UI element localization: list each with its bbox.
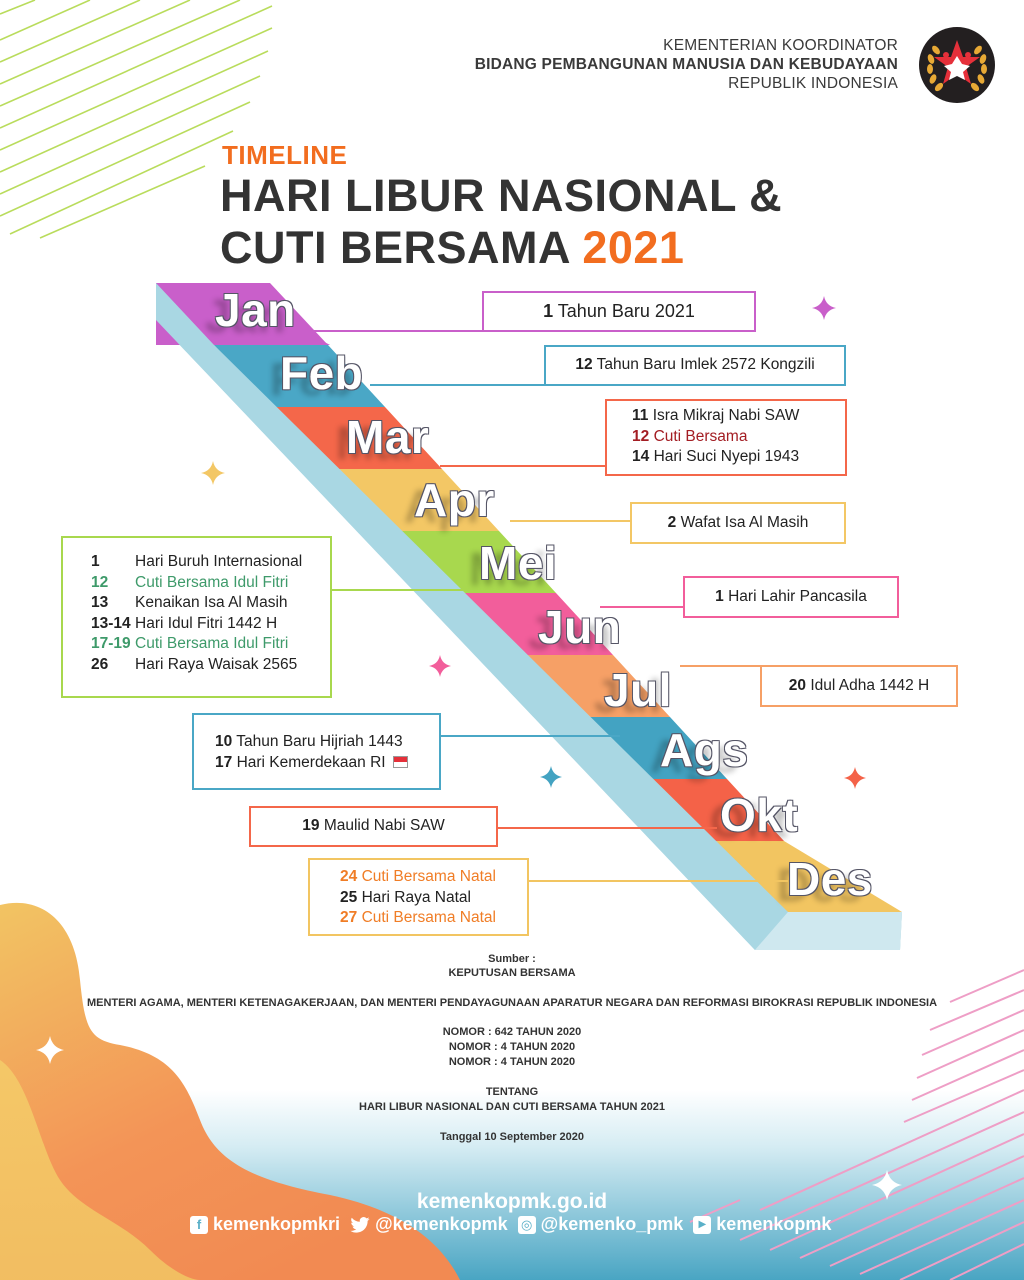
events-ags: 10 Tahun Baru Hijriah 1443 17 Hari Kemer… xyxy=(192,713,441,790)
ministry-emblem-icon xyxy=(919,27,995,103)
connector-mar xyxy=(440,465,606,467)
event-item: 20 Idul Adha 1442 H xyxy=(788,676,930,694)
source-line-1: KEPUTUSAN BERSAMA xyxy=(448,967,576,979)
event-item-cuti: 27 Cuti Bersama Natal xyxy=(340,909,496,926)
ministry-name: KEMENTERIAN KOORDINATOR BIDANG PEMBANGUN… xyxy=(475,36,898,93)
events-des: 24 Cuti Bersama Natal 25 Hari Raya Natal… xyxy=(308,858,529,936)
connector-feb xyxy=(370,384,546,386)
month-label-ags: Ags xyxy=(660,724,749,776)
event-item: 1 Hari Lahir Pancasila xyxy=(715,587,867,605)
sparkle-icon xyxy=(812,296,836,320)
event-item: 25 Hari Raya Natal xyxy=(340,888,471,906)
event-item-cuti: 12 Cuti Bersama xyxy=(632,427,748,445)
event-item: 26 Hari Raya Waisak 2565 xyxy=(91,655,298,673)
source-line-2: MENTERI AGAMA, MENTERI KETENAGAKERJAAN, … xyxy=(86,997,938,1009)
page-title: HARI LIBUR NASIONAL & CUTI BERSAMA 2021 xyxy=(220,170,782,274)
event-item: 13-14 Hari Idul Fitri 1442 H xyxy=(91,614,278,632)
title-kicker: TIMELINE xyxy=(222,140,348,170)
connector-jul xyxy=(680,665,762,667)
month-label-okt: Okt xyxy=(720,789,799,841)
event-item-cuti: 12 Cuti Bersama Idul Fitri xyxy=(91,573,289,591)
event-item: 2 Wafat Isa Al Masih xyxy=(667,513,809,531)
social-links: f kemenkopmkri @kemenkopmk ◎ @kemenko_pm… xyxy=(190,1214,835,1235)
event-item-cuti: 17-19 Cuti Bersama Idul Fitri xyxy=(91,635,289,652)
event-item: 17 Hari Kemerdekaan RI xyxy=(215,753,439,774)
ministry-line-3: REPUBLIK INDONESIA xyxy=(728,75,898,92)
month-label-des: Des xyxy=(787,853,873,905)
source-nomor-1: NOMOR : 642 TAHUN 2020 xyxy=(442,1026,582,1038)
event-item: 1 Tahun Baru 2021 xyxy=(543,301,695,322)
indonesia-flag-icon xyxy=(392,755,408,768)
youtube-icon: ▶ xyxy=(693,1215,712,1234)
sparkle-icon xyxy=(429,655,451,677)
sparkle-icon xyxy=(872,1170,902,1200)
sparkle-icon xyxy=(36,1036,64,1064)
source-date: Tanggal 10 September 2020 xyxy=(439,1131,585,1143)
month-label-jan: Jan xyxy=(215,284,296,336)
month-label-apr: Apr xyxy=(414,474,495,526)
sparkle-icon xyxy=(201,461,225,485)
month-label-jul: Jul xyxy=(604,664,672,716)
source-nomor-2: NOMOR : 4 TAHUN 2020 xyxy=(448,1041,576,1053)
title-line-2: CUTI BERSAMA 2021 xyxy=(220,222,685,273)
source-subject: HARI LIBUR NASIONAL DAN CUTI BERSAMA TAH… xyxy=(359,1101,665,1113)
event-item: 10 Tahun Baru Hijriah 1443 xyxy=(215,733,403,750)
events-jul: 20 Idul Adha 1442 H xyxy=(760,665,958,707)
ministry-line-1: KEMENTERIAN KOORDINATOR xyxy=(663,37,898,54)
social-instagram[interactable]: ◎ @kemenko_pmk xyxy=(517,1214,683,1235)
social-facebook[interactable]: f kemenkopmkri xyxy=(190,1214,340,1235)
events-mar: 11 Isra Mikraj Nabi SAW 12 Cuti Bersama … xyxy=(605,399,847,476)
website-link[interactable]: kemenkopmk.go.id xyxy=(416,1190,608,1213)
event-item: 19 Maulid Nabi SAW xyxy=(302,817,445,835)
month-label-jun: Jun xyxy=(538,601,622,653)
social-youtube[interactable]: ▶ kemenkopmk xyxy=(693,1214,831,1235)
event-item: 13 Kenaikan Isa Al Masih xyxy=(91,594,288,611)
event-item: 14 Hari Suci Nyepi 1943 xyxy=(632,448,800,465)
sparkle-icon xyxy=(540,766,562,788)
events-jun: 1 Hari Lahir Pancasila xyxy=(683,576,899,618)
month-label-mei: Mei xyxy=(479,537,558,589)
event-item: 12 Tahun Baru Imlek 2572 Kongzili xyxy=(575,356,815,374)
connector-des xyxy=(528,880,788,882)
events-jan: 1 Tahun Baru 2021 xyxy=(482,291,756,332)
source-nomor-3: NOMOR : 4 TAHUN 2020 xyxy=(448,1056,576,1068)
events-feb: 12 Tahun Baru Imlek 2572 Kongzili xyxy=(544,345,846,386)
connector-okt xyxy=(497,827,717,829)
instagram-icon: ◎ xyxy=(517,1215,536,1234)
connector-ags xyxy=(440,735,620,737)
orange-wave-decor xyxy=(0,902,460,1280)
connector-apr xyxy=(510,520,632,522)
sparkle-icon xyxy=(844,767,866,789)
connector-jun xyxy=(600,606,684,608)
events-apr: 2 Wafat Isa Al Masih xyxy=(630,502,846,544)
pink-stripes-decor xyxy=(689,969,1024,1280)
green-stripes-decor xyxy=(0,0,273,239)
title-year: 2021 xyxy=(582,222,685,273)
connector-mei xyxy=(330,589,470,591)
social-twitter[interactable]: @kemenkopmk xyxy=(350,1214,508,1235)
source-label: Sumber : xyxy=(488,953,536,965)
event-item-cuti: 24 Cuti Bersama Natal xyxy=(340,868,496,885)
event-item: 11 Isra Mikraj Nabi SAW xyxy=(632,407,800,424)
events-mei: 1 Hari Buruh Internasional 12 Cuti Bersama… xyxy=(61,536,332,698)
twitter-icon xyxy=(350,1216,370,1234)
connector-jan xyxy=(300,330,484,332)
source-tentang: TENTANG xyxy=(485,1086,539,1098)
month-label-feb: Feb xyxy=(280,347,364,399)
facebook-icon: f xyxy=(190,1215,208,1234)
ministry-line-2: BIDANG PEMBANGUNAN MANUSIA DAN KEBUDAYAA… xyxy=(474,56,898,73)
title-line-1: HARI LIBUR NASIONAL & xyxy=(220,170,783,221)
event-item: 1 Hari Buruh Internasional xyxy=(91,553,303,570)
month-label-mar: Mar xyxy=(346,411,430,463)
events-okt: 19 Maulid Nabi SAW xyxy=(249,806,498,847)
